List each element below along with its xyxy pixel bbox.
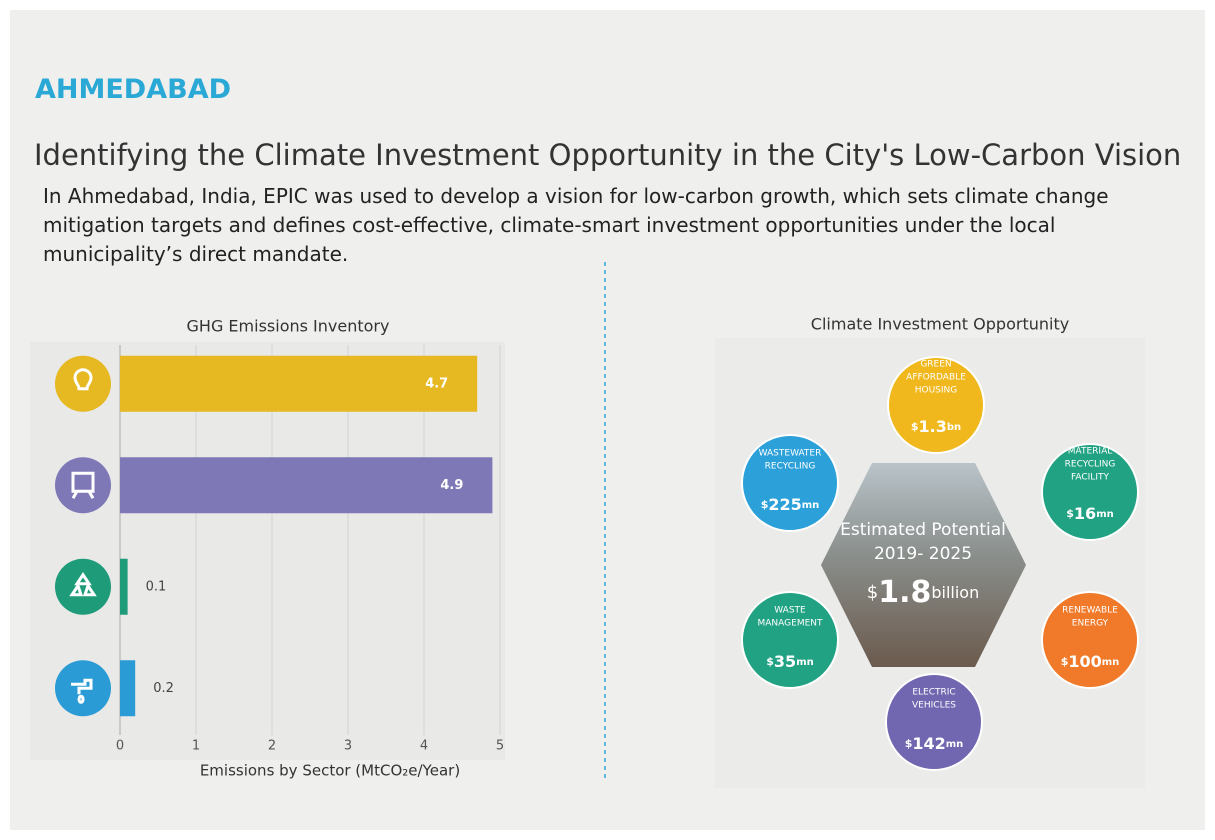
value-label: 4.9 [440,478,463,493]
chart-title: GHG Emissions Inventory [187,317,390,336]
node-label: HOUSING [915,386,958,396]
node-label: VEHICLES [912,701,956,711]
x-axis-title: Emissions by Sector (MtCO₂e/Year) [200,762,460,780]
center-currency: $ [867,582,878,603]
node-amount: 100 [1068,652,1101,671]
node-label: MATERIAL [1068,447,1113,457]
node-currency: $ [911,420,919,433]
node-unit: mn [796,657,814,668]
node-label: FACILITY [1071,473,1109,483]
sector-icon [55,559,111,615]
sector-icon [55,457,111,513]
graphics: GHG Emissions Inventory Emissions by Sec… [0,0,1215,840]
value-label: 0.1 [146,579,167,594]
center-amount: 1.8 [878,575,931,610]
node-amount: 35 [774,652,796,671]
node-unit: mn [1096,509,1114,520]
bar [120,457,492,513]
node-amount: 142 [912,734,945,753]
bar [120,356,477,412]
x-tick-label: 0 [116,739,124,754]
node-unit: mn [802,500,820,511]
center-line2: 2019- 2025 [874,544,972,564]
sector-icon [55,356,111,412]
node-circle [888,357,984,453]
node-unit: mn [946,739,964,750]
x-tick-label: 5 [496,739,504,754]
node-label: GREEN [920,360,951,370]
node-label: AFFORDABLE [906,373,966,383]
node-currency: $ [1061,655,1069,668]
node-label: RECYCLING [1065,460,1116,470]
node-currency: $ [761,498,769,511]
page: AHMEDABAD Identifying the Climate Invest… [0,0,1215,840]
x-tick-label: 2 [268,739,276,754]
node-label: RENEWABLE [1062,606,1118,616]
bar [120,559,128,615]
value-label: 4.7 [425,376,448,391]
node-amount: 16 [1074,504,1096,523]
node-label: MANAGEMENT [758,619,823,629]
node-amount: 225 [768,495,801,514]
node-label: RECYCLING [765,462,816,472]
x-tick-label: 1 [192,739,200,754]
node-unit: mn [1102,657,1120,668]
node-label: ELECTRIC [912,688,955,698]
x-tick-label: 4 [420,739,428,754]
node-currency: $ [1066,507,1074,520]
node-amount: 1.3 [919,417,947,436]
node-label: ENERGY [1072,619,1109,629]
node-unit: bn [947,422,961,433]
diagram-title: Climate Investment Opportunity [811,315,1069,334]
value-label: 0.2 [153,681,174,696]
x-tick-label: 3 [344,739,352,754]
bar [120,660,135,716]
center-unit: billion [931,583,979,602]
node-label: WASTEWATER [759,449,822,459]
node-label: WASTE [774,606,806,616]
node-currency: $ [766,655,774,668]
center-line1: Estimated Potential [840,520,1006,540]
node-circle [1042,444,1138,540]
node-currency: $ [905,737,913,750]
